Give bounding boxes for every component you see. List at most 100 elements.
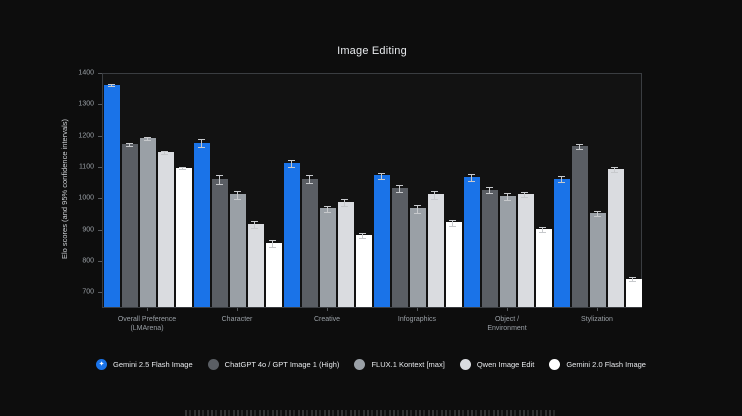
x-tick-label: Object / Environment bbox=[487, 316, 527, 332]
error-bar bbox=[197, 139, 205, 148]
y-tick-label: 1100 bbox=[78, 163, 94, 171]
bar-qwen-image-edit bbox=[247, 223, 264, 307]
legend-item: ChatGPT 4o / GPT Image 1 (High) bbox=[207, 359, 340, 370]
error-bar bbox=[539, 226, 547, 233]
x-tick-mark bbox=[147, 308, 148, 311]
x-tick-label: Overall Preference (LMArena) bbox=[117, 316, 177, 332]
y-tick-mark bbox=[98, 229, 102, 231]
legend-swatch-icon bbox=[207, 359, 219, 370]
x-tick-mark bbox=[507, 308, 508, 311]
bar-gemini-2-0-flash-image bbox=[175, 167, 192, 307]
x-tick-label: Infographics bbox=[397, 316, 437, 323]
error-bar bbox=[233, 190, 241, 200]
error-bar bbox=[503, 193, 511, 201]
x-tick-mark bbox=[597, 308, 598, 311]
y-tick-label: 700 bbox=[82, 288, 94, 296]
legend: ✦ Gemini 2.5 Flash Image ChatGPT 4o / GPT … bbox=[0, 359, 742, 370]
y-tick-mark bbox=[98, 167, 102, 168]
error-bar bbox=[449, 219, 457, 228]
legend-swatch-icon bbox=[459, 359, 471, 370]
error-bar bbox=[629, 277, 637, 283]
error-bar bbox=[593, 210, 601, 218]
error-bar bbox=[377, 172, 385, 181]
error-bar bbox=[107, 83, 115, 88]
bar-flux-1-kontext-max bbox=[410, 208, 426, 307]
bar-chatgpt-4o-gpt-image-1-high bbox=[212, 178, 229, 307]
bar-gemini-2-5-flash-image bbox=[104, 84, 121, 307]
legend-item: Gemini 2.0 Flash Image bbox=[549, 359, 646, 370]
x-tick-mark bbox=[417, 308, 418, 311]
x-tick-label: Character bbox=[221, 316, 253, 323]
y-tick-label: 1300 bbox=[78, 100, 94, 108]
bar-gemini-2-5-flash-image bbox=[554, 178, 571, 307]
error-bar bbox=[359, 232, 367, 240]
error-bar bbox=[467, 174, 475, 182]
bar-gemini-2-5-flash-image bbox=[284, 162, 301, 307]
bar-qwen-image-edit bbox=[517, 194, 534, 307]
legend-label: FLUX.1 Kontext [max] bbox=[371, 360, 445, 369]
error-bar bbox=[485, 186, 493, 195]
clipped-caption-text bbox=[185, 410, 557, 416]
error-bar bbox=[287, 160, 295, 168]
error-bar bbox=[323, 205, 331, 214]
y-tick-mark bbox=[98, 135, 102, 137]
error-bar bbox=[161, 151, 169, 155]
bar-chatgpt-4o-gpt-image-1-high bbox=[392, 187, 409, 307]
error-bar bbox=[269, 240, 277, 248]
y-tick-label: 800 bbox=[82, 257, 94, 265]
legend-label: Gemini 2.0 Flash Image bbox=[566, 360, 646, 369]
legend-item: FLUX.1 Kontext [max] bbox=[354, 359, 445, 370]
x-tick-mark bbox=[327, 308, 328, 311]
error-bar bbox=[431, 190, 439, 200]
bar-gemini-2-0-flash-image bbox=[355, 234, 372, 307]
legend-label: Qwen Image Edit bbox=[476, 360, 535, 369]
error-bar bbox=[143, 136, 151, 141]
y-tick-mark bbox=[98, 104, 102, 106]
bar-qwen-image-edit bbox=[607, 169, 624, 307]
x-tick-mark bbox=[237, 308, 238, 311]
y-tick-label: 1000 bbox=[78, 194, 94, 202]
bar-chatgpt-4o-gpt-image-1-high bbox=[572, 145, 589, 307]
y-tick-mark bbox=[98, 73, 102, 74]
error-bar bbox=[341, 198, 349, 208]
bar-chatgpt-4o-gpt-image-1-high bbox=[482, 189, 499, 307]
bar-flux-1-kontext-max bbox=[230, 194, 246, 307]
bar-qwen-image-edit bbox=[337, 202, 354, 307]
y-tick-mark bbox=[98, 261, 102, 262]
y-tick-label: 900 bbox=[82, 226, 94, 234]
bar-flux-1-kontext-max bbox=[590, 213, 606, 307]
error-bar bbox=[521, 192, 529, 199]
bar-gemini-2-0-flash-image bbox=[265, 242, 282, 307]
x-tick-label: Creative bbox=[313, 316, 341, 323]
bar-qwen-image-edit bbox=[157, 151, 174, 307]
error-bar bbox=[611, 167, 619, 174]
x-tick-label: Stylization bbox=[581, 316, 613, 323]
gemini-spark-icon: ✦ bbox=[96, 359, 108, 370]
plot-area bbox=[102, 73, 642, 308]
error-bar bbox=[557, 176, 565, 183]
legend-item: ✦ Gemini 2.5 Flash Image bbox=[96, 359, 193, 370]
error-bar bbox=[215, 174, 223, 185]
y-tick-label: 1200 bbox=[78, 132, 94, 140]
legend-label: Gemini 2.5 Flash Image bbox=[113, 360, 193, 369]
bar-qwen-image-edit bbox=[427, 194, 444, 307]
bar-chatgpt-4o-gpt-image-1-high bbox=[302, 178, 319, 307]
y-tick-mark bbox=[98, 292, 102, 294]
y-axis-label: Elo scores (and 95% confidence intervals… bbox=[60, 118, 69, 260]
y-tick-label: 1400 bbox=[78, 69, 94, 77]
bar-flux-1-kontext-max bbox=[140, 137, 156, 307]
bar-gemini-2-0-flash-image bbox=[625, 278, 642, 307]
error-bar bbox=[125, 143, 133, 147]
error-bar bbox=[179, 166, 187, 171]
bar-gemini-2-5-flash-image bbox=[194, 142, 211, 307]
bar-chatgpt-4o-gpt-image-1-high bbox=[122, 144, 139, 307]
legend-swatch-icon bbox=[549, 359, 561, 370]
bar-gemini-2-5-flash-image bbox=[464, 176, 481, 307]
error-bar bbox=[305, 175, 313, 184]
bar-flux-1-kontext-max bbox=[320, 208, 336, 307]
legend-swatch-icon bbox=[354, 359, 366, 370]
legend-label: ChatGPT 4o / GPT Image 1 (High) bbox=[224, 360, 340, 369]
bar-gemini-2-5-flash-image bbox=[374, 175, 391, 307]
legend-item: Qwen Image Edit bbox=[459, 359, 535, 370]
